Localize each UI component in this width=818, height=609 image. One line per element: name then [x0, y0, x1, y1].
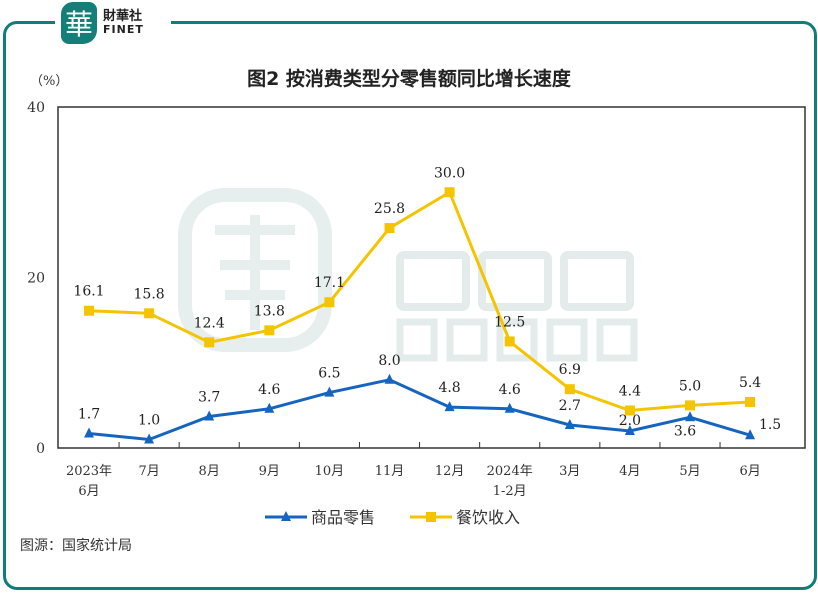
data-label: 2.7 [559, 398, 581, 414]
x-tick-label: 9月 [259, 464, 280, 479]
data-point [384, 223, 395, 234]
data-point [444, 401, 455, 412]
data-label: 1.5 [759, 417, 781, 433]
x-tick-label: 4月 [619, 464, 640, 479]
data-label: 3.6 [674, 423, 696, 439]
data-label: 25.8 [374, 201, 405, 217]
legend-marker [281, 511, 291, 521]
data-point [745, 429, 756, 440]
x-tick-label: 2023年 [66, 464, 112, 479]
x-tick-label: 6月 [739, 464, 760, 479]
logo-seal: 華 [61, 2, 97, 44]
data-point [204, 410, 215, 421]
data-point [624, 424, 635, 435]
y-tick-label: 20 [27, 271, 45, 287]
data-point [504, 402, 515, 413]
data-label: 16.1 [73, 284, 104, 300]
legend-label: 商品零售 [311, 508, 375, 527]
x-tick-label: 5月 [679, 464, 700, 479]
data-label: 30.0 [434, 165, 465, 181]
legend-label: 餐饮收入 [456, 508, 520, 527]
x-tick-label: 6月 [78, 484, 99, 499]
data-label: 6.5 [318, 366, 340, 382]
data-label: 6.9 [559, 362, 581, 378]
data-label: 8.0 [378, 353, 400, 369]
data-label: 12.5 [494, 314, 525, 330]
watermark-en-picture [496, 318, 538, 362]
data-label: 5.0 [679, 378, 701, 394]
watermark-cn-picture [478, 251, 552, 311]
data-point [384, 373, 395, 384]
data-label: 5.4 [739, 375, 761, 391]
data-point [564, 384, 575, 395]
y-unit: （%） [30, 74, 69, 89]
watermark-en-picture [396, 318, 438, 362]
data-point [204, 337, 215, 348]
data-point [444, 187, 455, 198]
y-tick-label: 40 [27, 100, 45, 116]
watermark-seal-picture [178, 188, 332, 352]
x-tick-label: 10月 [315, 464, 345, 479]
data-label: 1.7 [78, 407, 100, 423]
x-tick-label: 2024年 [487, 464, 533, 479]
data-label: 2.0 [619, 413, 641, 429]
watermark-en-picture [596, 318, 638, 362]
data-label: 3.7 [198, 389, 220, 405]
data-point [685, 400, 695, 411]
x-tick-label: 11月 [375, 464, 405, 479]
logo-en: FINET [103, 23, 144, 36]
y-tick-label: 0 [36, 441, 45, 457]
watermark-en-picture [546, 318, 588, 362]
data-point [685, 411, 695, 422]
data-label: 4.8 [438, 380, 460, 396]
data-point [264, 325, 275, 336]
watermark-en-picture [446, 318, 488, 362]
data-point [624, 405, 635, 416]
data-label: 12.4 [194, 315, 225, 331]
data-label: 4.4 [619, 383, 641, 399]
data-point [84, 427, 94, 438]
watermark-seal-glyph-picture [215, 215, 295, 330]
series-line-0 [88, 378, 751, 442]
finet-logo: 華 財華社 FINET [55, 0, 171, 46]
data-point [324, 297, 335, 308]
x-tick-label: 8月 [199, 464, 220, 479]
x-tick-label: 1-2月 [493, 484, 527, 499]
data-point [504, 336, 515, 347]
watermark-cn-picture [396, 251, 470, 311]
series-line-1 [88, 190, 751, 413]
data-label: 1.0 [138, 412, 160, 428]
data-label: 17.1 [314, 275, 345, 291]
data-label: 4.6 [499, 382, 521, 398]
legend-marker [426, 512, 436, 522]
data-label: 13.8 [254, 303, 285, 319]
x-tick-label: 12月 [435, 464, 465, 479]
data-point [144, 308, 155, 319]
data-label: 4.6 [258, 382, 280, 398]
chart-title: 图2 按消费类型分零售额同比增长速度 [247, 68, 571, 90]
source-note: 图源：国家统计局 [20, 538, 132, 554]
logo-cn: 財華社 [103, 9, 143, 24]
data-point [144, 433, 155, 444]
data-point [324, 386, 335, 397]
x-tick-label: 7月 [138, 464, 159, 479]
data-point [564, 418, 575, 429]
data-point [745, 396, 756, 407]
data-point [264, 402, 275, 413]
card-frame [3, 21, 817, 590]
data-label: 15.8 [134, 286, 165, 302]
x-tick-label: 3月 [559, 464, 580, 479]
data-point [84, 305, 94, 316]
plot-frame [57, 106, 806, 449]
watermark-cn-picture [560, 251, 634, 311]
